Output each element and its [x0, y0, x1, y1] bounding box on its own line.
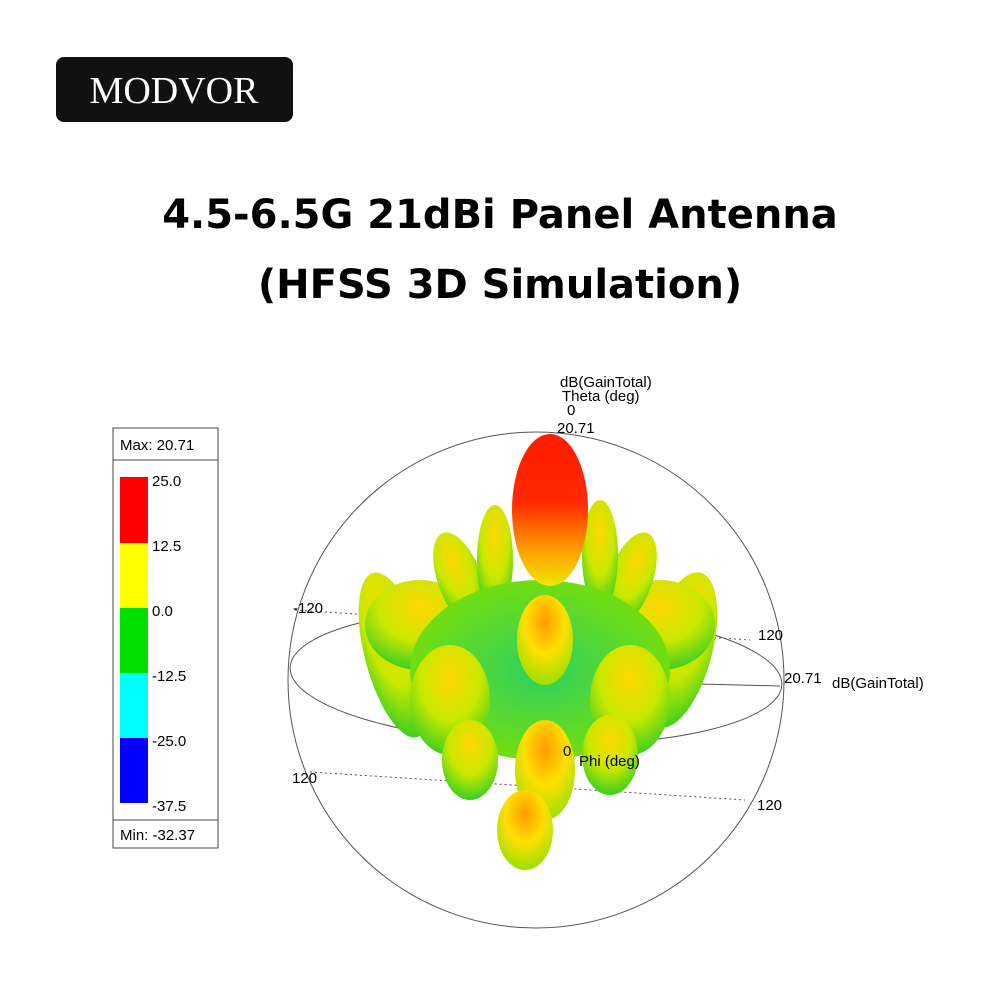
legend-tick: -12.5 — [152, 668, 186, 685]
legend-min: Min: -32.37 — [120, 827, 195, 844]
title-line: (HFSS 3D Simulation) — [258, 262, 742, 308]
legend-tick: 12.5 — [152, 538, 181, 555]
plot-label: Theta (deg) — [562, 388, 640, 405]
brand: MODVOR — [90, 70, 260, 112]
legend-tick: -25.0 — [152, 733, 186, 750]
plot-label: 120 — [757, 797, 782, 814]
color-legend: Max: 20.71 Min: -32.37 25.0 12.5 0.0 -12… — [112, 427, 219, 849]
legend-tick: -37.5 — [152, 798, 186, 815]
title-line: 4.5-6.5G 21dBi Panel Antenna — [162, 192, 838, 238]
plot-label: 20.71 — [557, 420, 595, 437]
plot-label: 20.71 — [784, 670, 822, 687]
legend-tick: 25.0 — [152, 473, 181, 490]
legend-tick: 0.0 — [152, 603, 173, 620]
legend-max: Max: 20.71 — [120, 437, 194, 454]
plot-label: 0 — [567, 402, 575, 419]
plot-label: dB(GainTotal) — [832, 675, 924, 692]
plot-label: -120 — [293, 600, 323, 617]
plot-label: Phi (deg) — [579, 753, 640, 770]
plot-label: 120 — [758, 627, 783, 644]
radiation-pattern — [358, 434, 718, 870]
plot-label: 120 — [292, 770, 317, 787]
plot-label: dB(GainTotal) — [560, 374, 652, 391]
brand-badge — [56, 57, 293, 122]
plot-label: 0 — [563, 743, 571, 760]
